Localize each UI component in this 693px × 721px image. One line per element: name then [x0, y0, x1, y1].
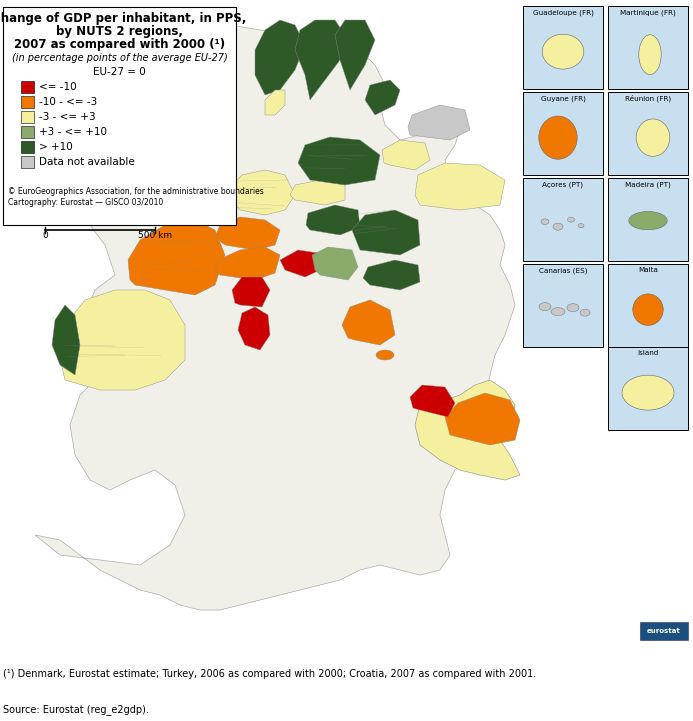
Ellipse shape: [542, 34, 584, 69]
PathPatch shape: [335, 20, 375, 90]
Ellipse shape: [622, 375, 674, 410]
Ellipse shape: [553, 224, 563, 230]
PathPatch shape: [445, 393, 520, 445]
Text: -3 - <= +3: -3 - <= +3: [39, 112, 96, 122]
PathPatch shape: [87, 155, 110, 185]
Text: Data not available: Data not available: [39, 156, 134, 167]
Text: EU-27 = 0: EU-27 = 0: [93, 67, 146, 77]
Bar: [608, 347, 688, 430]
PathPatch shape: [58, 290, 185, 390]
Bar: [608, 178, 688, 261]
PathPatch shape: [342, 300, 395, 345]
Text: 500 km: 500 km: [138, 231, 172, 240]
Text: Madeira (PT): Madeira (PT): [625, 181, 671, 187]
Ellipse shape: [538, 116, 577, 159]
PathPatch shape: [298, 137, 380, 185]
Text: 2007 as compared with 2000 (¹): 2007 as compared with 2000 (¹): [14, 38, 225, 51]
Text: Martinique (FR): Martinique (FR): [620, 9, 676, 15]
Ellipse shape: [376, 350, 394, 360]
Ellipse shape: [578, 224, 584, 228]
PathPatch shape: [295, 20, 345, 100]
PathPatch shape: [188, 165, 225, 190]
PathPatch shape: [128, 220, 225, 295]
Ellipse shape: [568, 217, 574, 222]
Text: Canarias (ES): Canarias (ES): [538, 267, 587, 273]
Ellipse shape: [541, 219, 549, 224]
PathPatch shape: [382, 140, 430, 170]
Bar: [640, 622, 688, 640]
Text: > +10: > +10: [39, 141, 73, 151]
PathPatch shape: [52, 305, 80, 375]
PathPatch shape: [415, 163, 505, 210]
PathPatch shape: [352, 210, 420, 255]
Text: +3 - <= +10: +3 - <= +10: [39, 127, 107, 136]
PathPatch shape: [265, 90, 285, 115]
Text: eurostat: eurostat: [647, 628, 681, 634]
PathPatch shape: [280, 250, 320, 277]
PathPatch shape: [228, 170, 295, 215]
Ellipse shape: [633, 294, 663, 325]
Text: Island: Island: [638, 350, 658, 356]
PathPatch shape: [215, 217, 280, 250]
PathPatch shape: [232, 277, 270, 307]
Ellipse shape: [636, 119, 670, 156]
PathPatch shape: [215, 247, 280, 280]
Ellipse shape: [639, 35, 661, 74]
PathPatch shape: [363, 260, 420, 290]
Text: -10 - <= -3: -10 - <= -3: [39, 97, 97, 107]
Bar: [21, 96, 34, 107]
PathPatch shape: [410, 385, 455, 417]
Text: 0: 0: [42, 231, 48, 240]
PathPatch shape: [238, 307, 270, 350]
Bar: [608, 6, 688, 89]
Bar: [608, 264, 688, 347]
PathPatch shape: [290, 180, 345, 205]
Text: (¹) Denmark, Eurostat estimate; Turkey, 2006 as compared with 2000; Croatia, 200: (¹) Denmark, Eurostat estimate; Turkey, …: [3, 669, 536, 679]
PathPatch shape: [112, 145, 160, 205]
Text: Réunion (FR): Réunion (FR): [625, 95, 671, 102]
Bar: [21, 156, 34, 167]
Text: (in percentage points of the average EU-27): (in percentage points of the average EU-…: [12, 53, 227, 63]
Text: by NUTS 2 regions,: by NUTS 2 regions,: [56, 25, 183, 38]
Bar: [523, 6, 603, 89]
PathPatch shape: [312, 247, 358, 280]
PathPatch shape: [306, 205, 360, 235]
Bar: [21, 125, 34, 138]
Text: <= -10: <= -10: [39, 81, 77, 92]
Bar: [21, 110, 34, 123]
Text: © EuroGeographics Association, for the administrative boundaries
Cartography: Eu: © EuroGeographics Association, for the a…: [8, 187, 264, 208]
PathPatch shape: [255, 20, 305, 95]
Ellipse shape: [551, 308, 565, 316]
Bar: [608, 92, 688, 175]
Bar: [21, 141, 34, 153]
Ellipse shape: [567, 304, 579, 311]
Text: Change of GDP per inhabitant, in PPS,: Change of GDP per inhabitant, in PPS,: [0, 12, 247, 25]
Text: Malta: Malta: [638, 267, 658, 273]
PathPatch shape: [35, 25, 515, 610]
Text: Guyane (FR): Guyane (FR): [541, 95, 586, 102]
Bar: [21, 81, 34, 92]
Ellipse shape: [539, 303, 551, 311]
Text: Guadeloupe (FR): Guadeloupe (FR): [532, 9, 593, 15]
PathPatch shape: [365, 80, 400, 115]
PathPatch shape: [408, 105, 470, 140]
Bar: [523, 178, 603, 261]
Text: Açores (PT): Açores (PT): [543, 181, 584, 187]
Bar: [523, 92, 603, 175]
Ellipse shape: [580, 309, 590, 316]
Text: Source: Eurostat (reg_e2gdp).: Source: Eurostat (reg_e2gdp).: [3, 704, 149, 715]
Ellipse shape: [629, 211, 667, 230]
PathPatch shape: [415, 380, 520, 480]
Bar: [3, 7, 236, 225]
PathPatch shape: [112, 110, 145, 145]
Bar: [523, 264, 603, 347]
